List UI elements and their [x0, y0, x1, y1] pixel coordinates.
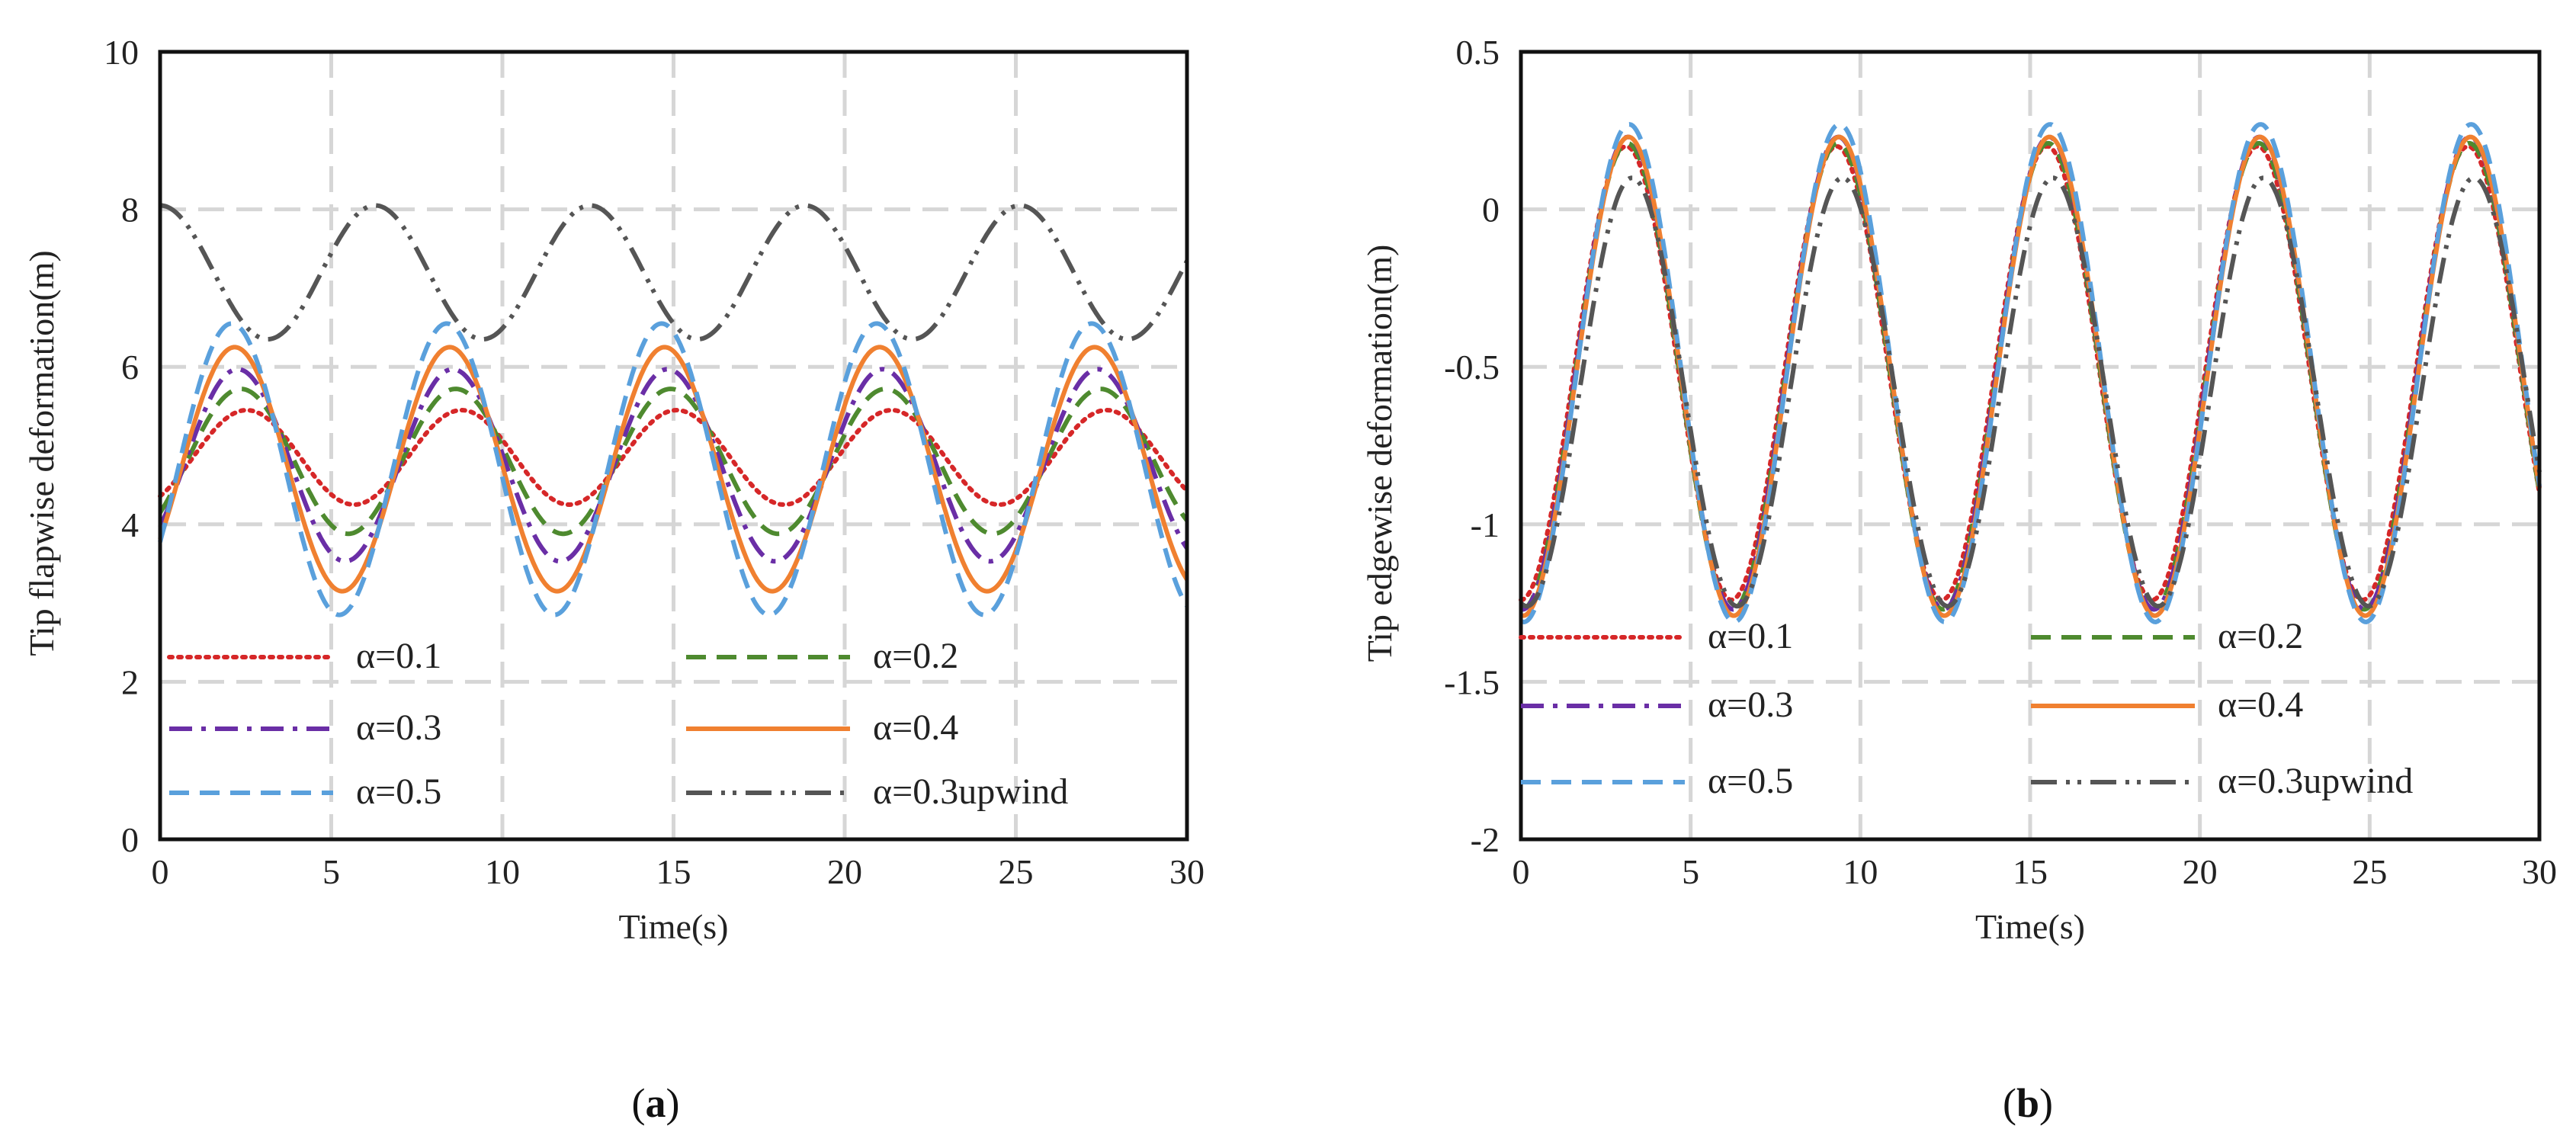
legend-label: α=0.1: [356, 636, 441, 676]
panel-b: 0 5 10 15 20 25 30 -2 -1.5 -1 -0.5 0 0.5 Time(s) Tip e…: [1360, 33, 2557, 1126]
x-axis-label: Time(s): [1975, 907, 2085, 946]
caption-open: (: [632, 1080, 646, 1126]
y-tick-label: 0: [121, 820, 139, 859]
plot-frame: [1519, 50, 2542, 842]
x-tick-label: 25: [2352, 852, 2387, 891]
x-tick-label: 20: [2183, 852, 2218, 891]
series-line-5: [1519, 175, 2542, 609]
legend-label: α=0.2: [873, 636, 958, 676]
x-tick-label: 25: [999, 852, 1034, 891]
y-tick-label: 2: [121, 662, 139, 701]
legend: α=0.1 α=0.2 α=0.3 α=0.4 α=0.5 α=0.3upwind: [1519, 616, 2413, 801]
x-tick-label: 5: [1682, 852, 1699, 891]
x-tick-label: 5: [322, 852, 340, 891]
x-tick-label: 30: [1169, 852, 1205, 891]
y-tick-label: -2: [1471, 820, 1500, 859]
x-tick-label: 15: [656, 852, 691, 891]
y-tick-label: -0.5: [1444, 348, 1500, 386]
panel-a: 0 5 10 15 20 25 30 0 2 4 6 8 10 Time(s) Tip flapwise d…: [22, 33, 1205, 1126]
panel-caption: (a): [632, 1080, 680, 1126]
series-line-0: [158, 407, 1189, 508]
plot-frame: [158, 50, 1189, 842]
legend-label: α=0.4: [2218, 685, 2303, 725]
legend-label: α=0.4: [873, 707, 958, 748]
y-tick-label: 0.5: [1456, 33, 1500, 72]
x-tick-label: 0: [1513, 852, 1530, 891]
x-tick-label: 20: [827, 852, 862, 891]
caption-open: (: [2003, 1080, 2016, 1126]
legend-label: α=0.5: [1708, 761, 1793, 801]
y-tick-label: -1: [1471, 505, 1500, 544]
y-tick-label: -1.5: [1444, 662, 1500, 701]
series-line-1: [158, 386, 1189, 537]
x-tick-label: 30: [2522, 852, 2557, 891]
y-tick-label: 4: [121, 505, 139, 544]
x-tick-label: 0: [152, 852, 169, 891]
x-axis-label: Time(s): [619, 907, 729, 946]
x-tick-label: 10: [485, 852, 520, 891]
y-axis-label: Tip flapwise deformation(m): [22, 250, 61, 656]
y-tick-label: 8: [121, 191, 139, 229]
caption-close: ): [666, 1080, 680, 1126]
y-tick-label: 6: [121, 348, 139, 386]
y-axis-label: Tip edgewise deformation(m): [1360, 245, 1399, 662]
legend-label: α=0.1: [1708, 616, 1793, 656]
x-tick-label: 15: [2013, 852, 2048, 891]
legend: α=0.1 α=0.2 α=0.3 α=0.4 α=0.5 α=0.3upwind: [167, 636, 1068, 812]
y-tick-label: 10: [104, 33, 139, 72]
legend-label: α=0.3upwind: [2218, 761, 2413, 801]
legend-label: α=0.2: [2218, 616, 2303, 656]
caption-close: ): [2039, 1080, 2053, 1126]
legend-label: α=0.3upwind: [873, 771, 1068, 812]
caption-letter: b: [2016, 1080, 2039, 1126]
legend-label: α=0.3: [356, 707, 441, 748]
panel-caption: (b): [2003, 1080, 2053, 1126]
caption-letter: a: [646, 1080, 666, 1126]
legend-label: α=0.5: [356, 771, 441, 812]
y-tick-label: 0: [1482, 191, 1500, 229]
x-tick-label: 10: [1843, 852, 1878, 891]
legend-label: α=0.3: [1708, 685, 1793, 725]
